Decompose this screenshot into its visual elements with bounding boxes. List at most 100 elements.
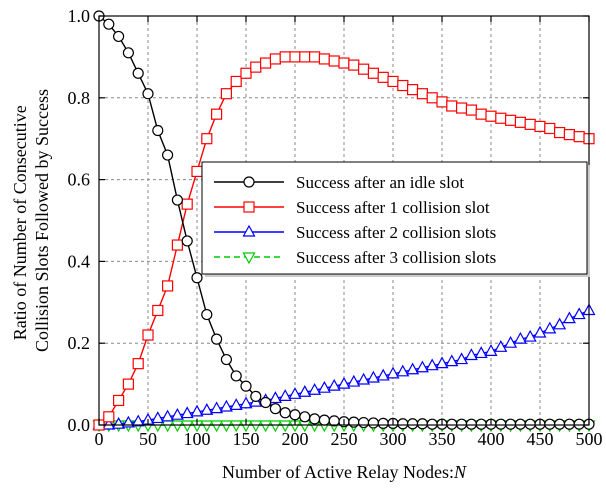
series-2 xyxy=(93,51,595,431)
series-1-point xyxy=(348,416,360,428)
series-3-point xyxy=(386,366,400,379)
series-3-point xyxy=(455,352,469,365)
series-2-point xyxy=(289,51,301,63)
series-1-point xyxy=(191,272,203,284)
y-axis-title-line-1: Ratio of Number of Consecutive xyxy=(10,105,30,340)
series-3-point xyxy=(435,356,449,369)
x-tick-label: 400 xyxy=(478,429,505,449)
y-tick-label: 0.4 xyxy=(68,251,91,271)
x-axis-title: Number of Active Relay Nodes:N xyxy=(222,462,467,482)
legend-marker-3 xyxy=(242,224,256,237)
series-3-point xyxy=(415,360,429,373)
series-2-point xyxy=(553,126,566,139)
legend-label-2: Success after 1 collision slot xyxy=(296,198,490,217)
series-1-point xyxy=(230,370,242,382)
series-1-point xyxy=(289,409,301,421)
series-3-point xyxy=(464,348,478,361)
series-2-point xyxy=(309,51,321,63)
series-3-point xyxy=(357,372,371,385)
series-2-point xyxy=(299,51,311,63)
series-1-point xyxy=(358,416,370,429)
series-2-point xyxy=(171,239,183,251)
series-1-point xyxy=(397,418,409,430)
series-4-point xyxy=(200,420,214,433)
series-2-point xyxy=(465,104,477,116)
series-2-point xyxy=(338,57,350,69)
series-3-point xyxy=(288,387,302,399)
series-3-point xyxy=(298,385,312,397)
series-4-point xyxy=(219,420,233,433)
series-1-point xyxy=(544,418,556,430)
series-4-point xyxy=(278,420,292,433)
series-2-point xyxy=(191,165,203,178)
series-1-point xyxy=(416,418,428,430)
series-1-point xyxy=(260,396,272,409)
series-1-point xyxy=(299,411,311,423)
x-tick-label: 100 xyxy=(184,429,211,449)
legend-box xyxy=(201,161,588,275)
series-2-point xyxy=(524,118,536,130)
series-1-point xyxy=(456,418,468,430)
series-2-point xyxy=(456,102,468,114)
series-3-point xyxy=(190,404,204,417)
series-3-point xyxy=(161,409,175,422)
series-3 xyxy=(92,303,596,430)
legend-label-1: Success after an idle slot xyxy=(296,173,464,192)
x-tick-label: 200 xyxy=(282,429,309,449)
series-2-point xyxy=(328,55,340,67)
series-3-point xyxy=(347,374,361,387)
series-2-point xyxy=(269,53,281,65)
series-4-point xyxy=(259,420,273,433)
series-3-point xyxy=(513,331,527,344)
series-2-point xyxy=(279,51,291,63)
series-3-point xyxy=(523,329,537,342)
series-1-point xyxy=(142,88,154,100)
series-1-point xyxy=(269,403,281,415)
y-tick-label: 0.6 xyxy=(68,170,91,190)
series-2-point xyxy=(544,122,556,135)
y-axis-title: Ratio of Number of Consecutive Collision… xyxy=(10,89,52,352)
legend-marker-2 xyxy=(243,201,255,213)
series-2-point xyxy=(367,67,379,79)
series-2-point xyxy=(260,57,272,69)
series-2-point xyxy=(318,53,330,65)
series-2-point xyxy=(397,79,409,92)
series-3-point xyxy=(112,416,126,429)
series-3-point xyxy=(170,407,184,420)
series-3-point xyxy=(180,406,194,419)
series-2-point xyxy=(348,59,360,71)
legend-label-3: Success after 2 collision slots xyxy=(296,223,496,242)
legend-label-4: Success after 3 collision slots xyxy=(296,248,496,267)
series-4-point xyxy=(229,420,243,433)
series-1-point xyxy=(563,418,576,430)
series-2-point xyxy=(250,61,262,73)
series-2-point xyxy=(505,114,517,126)
series-1-point xyxy=(181,235,193,247)
series-1-point xyxy=(211,333,223,345)
series-3-point xyxy=(474,346,488,359)
series-1-point xyxy=(279,407,291,419)
series-3-point xyxy=(151,411,165,424)
series-4-point xyxy=(210,420,224,433)
series-2-point xyxy=(211,108,223,120)
series-2-point xyxy=(416,88,428,100)
series-2-point xyxy=(426,92,438,104)
x-tick-label: 50 xyxy=(139,429,157,449)
series-2-point xyxy=(475,108,487,120)
series-1-point xyxy=(377,417,389,429)
series-3-point xyxy=(425,358,439,371)
series-2-point xyxy=(387,75,399,88)
series-3-point xyxy=(562,311,576,324)
legend: Success after an idle slot Success after … xyxy=(201,161,590,277)
x-tick-label: 450 xyxy=(527,429,554,449)
series-2-point xyxy=(152,304,164,317)
series-2-point xyxy=(534,120,546,133)
series-1-point xyxy=(367,417,379,429)
series-3-point xyxy=(239,396,253,409)
series-3-point xyxy=(210,401,224,414)
legend-marker-1 xyxy=(243,176,255,188)
series-1-point xyxy=(103,18,115,30)
series-1-point xyxy=(505,418,517,430)
series-2-point xyxy=(230,75,242,88)
series-2-point xyxy=(358,63,370,75)
